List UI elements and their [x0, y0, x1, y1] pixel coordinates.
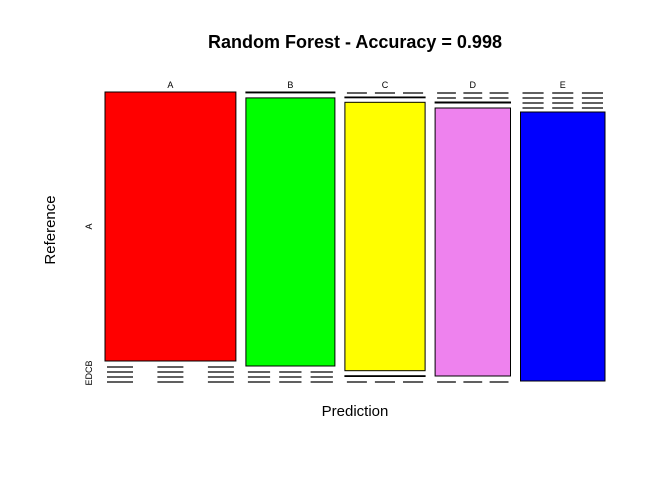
x-tick-label-d: D: [470, 80, 477, 90]
y-tick-label-edcb: EDCB: [84, 360, 94, 385]
cell-pred-e-ref-e: [520, 111, 606, 382]
chart-title: Random Forest - Accuracy = 0.998: [208, 32, 502, 52]
cell-pred-d-ref-d: [434, 107, 512, 377]
x-axis-label: Prediction: [322, 403, 389, 420]
cell-pred-d-ref-c: [434, 101, 512, 104]
y-tick-label-a: A: [84, 223, 94, 229]
cell-pred-c-ref-b: [344, 96, 426, 99]
x-tick-label-b: B: [287, 80, 293, 90]
x-tick-label-e: E: [560, 80, 566, 90]
cell-pred-a-ref-a: [104, 91, 237, 362]
x-tick-label-a: A: [167, 80, 173, 90]
x-tick-label-c: C: [382, 80, 389, 90]
cell-pred-b-ref-b: [245, 97, 336, 367]
y-axis-label: Reference: [42, 195, 59, 264]
cell-pred-c-ref-d: [344, 375, 426, 378]
cell-pred-c-ref-c: [344, 101, 426, 372]
cell-pred-b-ref-a: [245, 91, 336, 94]
chart-marks: A B C D E A EDCB: [84, 80, 606, 386]
